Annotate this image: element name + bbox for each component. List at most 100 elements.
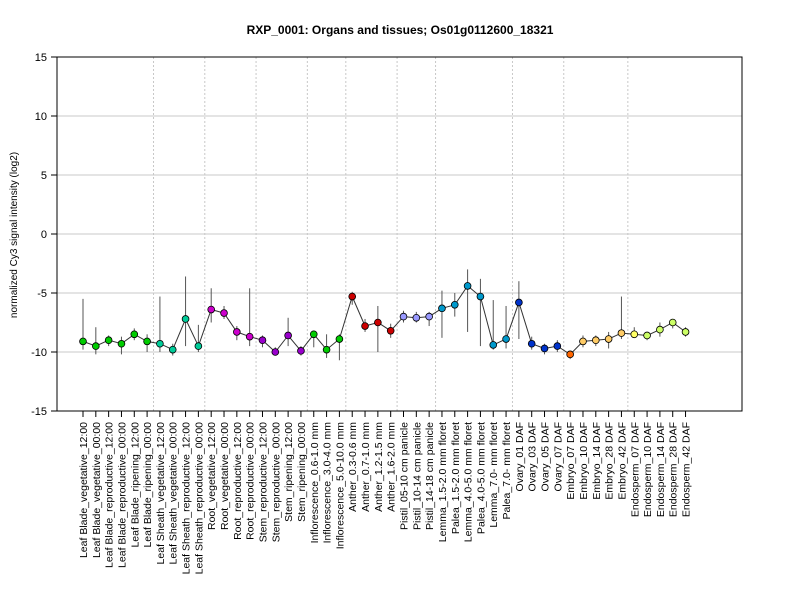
x-tick-label: Anther_0.3-0.6 mm: [347, 422, 359, 512]
data-point: [566, 350, 574, 359]
data-point: [438, 304, 446, 313]
y-axis: -15 -10 -5 0 5 10 15: [31, 52, 57, 418]
x-tick-label: Palea_7.0- mm floret: [501, 422, 513, 520]
x-tick-label: Ovary_07 DAF: [552, 422, 564, 491]
series-line: [82, 285, 686, 356]
data-point: [617, 329, 626, 337]
data-point: [553, 342, 562, 350]
y-axis-label: normalized Cy3 signal intensity (log2): [9, 152, 20, 318]
x-tick-label: Stem_ripening_00:00: [296, 422, 308, 522]
x-tick-label: Ovary_03 DAF: [527, 422, 539, 491]
data-point: [297, 347, 305, 355]
data-point: [604, 335, 613, 343]
x-tick-label: Leaf Sheath_vegetative_00:00: [168, 422, 180, 565]
data-point: [92, 342, 100, 350]
data-point: [515, 298, 523, 307]
x-tick-label: Inflorescence_5.0-10.0 mm: [334, 422, 346, 549]
data-point: [412, 313, 421, 322]
x-tick-label: Lemma_1.5-2.0 mm floret: [437, 422, 449, 542]
group-separators: [153, 57, 629, 411]
y-tick-label: 15: [35, 52, 47, 64]
x-tick-label: Stem_ripening_12:00: [283, 422, 295, 522]
data-point: [579, 337, 587, 346]
x-tick-label: Leaf Blade_reproductive_12:00: [104, 422, 116, 568]
data-point: [399, 312, 408, 321]
data-point: [489, 341, 498, 349]
y-tick-label: -10: [31, 347, 47, 359]
x-tick-label: Leaf Sheath_reproductive_00:00: [193, 422, 205, 575]
data-point: [322, 345, 331, 354]
x-tick-label: Anther_0.7-1.0 mm: [360, 422, 372, 512]
x-tick-label: Stem_reproductive_00:00: [270, 422, 282, 542]
grid-layer: [57, 56, 742, 412]
data-point: [168, 345, 177, 354]
x-tick-label: Embryo_07 DAF: [565, 422, 577, 500]
x-tick-label: Root_vegetative_12:00: [206, 422, 218, 530]
x-tick-label: Leaf Blade_vegetative_00:00: [91, 422, 103, 558]
y-tick-label: 0: [41, 229, 47, 241]
y-tick-label: 5: [41, 170, 47, 182]
x-tick-label: Lemma_4.0-5.0 mm floret: [463, 422, 475, 542]
data-point: [309, 330, 318, 339]
data-point: [181, 315, 190, 323]
x-tick-label: Root_reproductive_00:00: [245, 422, 257, 540]
data-point: [476, 292, 485, 301]
x-tick-label: Embryo_28 DAF: [604, 422, 616, 500]
x-tick-label: Palea_4.0-5.0 mm floret: [475, 422, 487, 534]
x-tick-label: Inflorescence_3.0-4.0 mm: [322, 422, 334, 544]
data-point: [425, 312, 433, 321]
data-point: [335, 335, 344, 343]
data-point: [643, 331, 651, 340]
x-tick-label: Pistil_14-18 cm panicle: [424, 422, 436, 530]
x-tick-label: Endosperm_42 DAF: [681, 422, 693, 517]
x-tick-label: Embryo_14 DAF: [591, 422, 603, 500]
data-point: [348, 292, 357, 301]
x-tick-label: Root_reproductive_12:00: [232, 422, 244, 540]
x-tick-label: Embryo_42 DAF: [616, 422, 628, 500]
data-point: [104, 336, 113, 345]
data-point: [591, 336, 600, 345]
x-tick-label: Ovary_05 DAF: [540, 422, 552, 491]
x-tick-label: Leaf Blade_ripening_00:00: [142, 422, 154, 548]
x-tick-label: Endosperm_10 DAF: [642, 422, 654, 517]
data-point: [540, 344, 549, 353]
x-tick-label: Endosperm_14 DAF: [655, 422, 667, 517]
data-point: [630, 330, 639, 339]
data-point: [361, 322, 369, 330]
y-tick-label: -15: [31, 406, 47, 418]
data-point: [668, 318, 677, 327]
x-tick-label: Leaf Blade_vegetative_12:00: [78, 422, 90, 558]
x-tick-label: Leaf Blade_reproductive_00:00: [116, 422, 128, 568]
data-point: [258, 336, 267, 345]
y-tick-label: 10: [35, 111, 47, 123]
x-tick-label: Pistil_10-14 cm panicle: [411, 422, 423, 530]
x-tick-label: Root_vegetative_00:00: [219, 422, 231, 530]
plot-frame: [56, 56, 743, 412]
x-tick-label: Endosperm_28 DAF: [668, 422, 680, 517]
x-tick-label: Anther_1.2-1.5 mm: [373, 422, 385, 512]
data-point: [245, 332, 254, 341]
data-point: [220, 309, 228, 317]
y-tick-label: -5: [37, 288, 47, 300]
data-point: [527, 339, 536, 348]
x-tick-label: Leaf Blade_ripening_12:00: [129, 422, 141, 548]
data-point: [463, 282, 472, 290]
data-point: [79, 337, 87, 346]
data-point: [681, 328, 690, 336]
x-tick-label: Ovary_01 DAF: [514, 422, 526, 491]
x-tick-label: Endosperm_07 DAF: [629, 422, 641, 517]
data-point: [386, 326, 395, 335]
data-point: [207, 305, 216, 314]
series-polyline: [82, 285, 686, 356]
data-point: [117, 339, 126, 348]
data-points: [79, 282, 690, 359]
x-tick-label: Lemma_7.0- mm floret: [488, 422, 500, 528]
data-point: [233, 328, 241, 336]
x-tick-label: Anther_1.6-2.0 mm: [386, 422, 398, 512]
x-tick-label: Palea_1.5-2.0 mm floret: [450, 422, 462, 534]
x-axis: Leaf Blade_vegetative_12:00 Leaf Blade_ve…: [78, 411, 693, 574]
data-point: [374, 318, 382, 327]
x-tick-label: Stem_reproductive_12:00: [257, 422, 269, 542]
data-point: [284, 331, 292, 340]
x-tick-label: Leaf Sheath_reproductive_12:00: [181, 422, 193, 575]
